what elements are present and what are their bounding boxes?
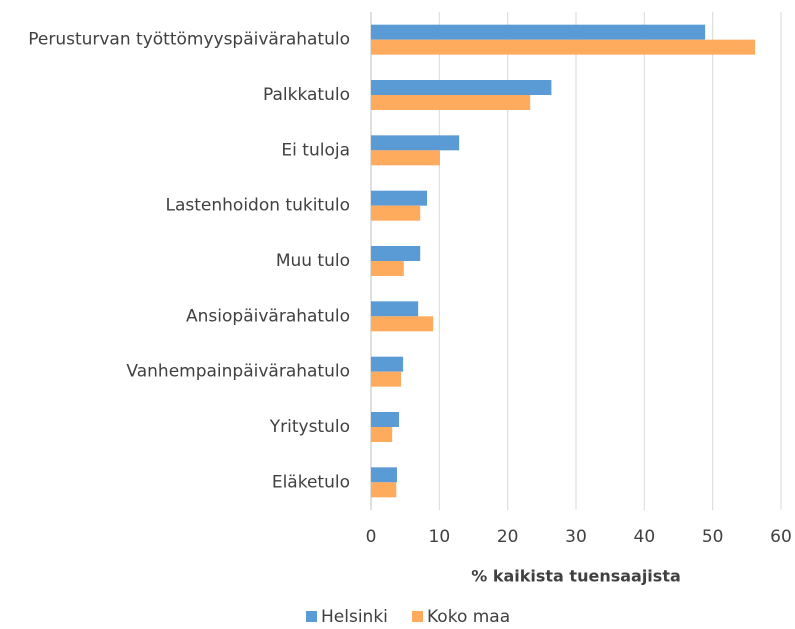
- bar: [371, 39, 756, 55]
- y-tick-label: Ei tuloja: [281, 140, 350, 160]
- legend-label: Helsinki: [321, 607, 388, 625]
- bar: [371, 80, 552, 95]
- legend-swatch: [306, 611, 317, 622]
- y-tick-label: Lastenhoidon tukitulo: [166, 196, 351, 216]
- bar: [371, 427, 393, 442]
- bar: [371, 95, 531, 110]
- bar: [371, 482, 397, 498]
- y-tick-label: Eläketulo: [272, 472, 350, 492]
- x-tick-label: 30: [565, 527, 587, 547]
- bar: [371, 24, 706, 40]
- bar: [371, 316, 434, 332]
- bar: [371, 261, 404, 276]
- y-tick-label: Palkkatulo: [263, 85, 350, 105]
- bar: [371, 135, 460, 151]
- legend-label: Koko maa: [427, 607, 510, 625]
- x-axis-label: % kaikista tuensaajista: [471, 567, 681, 586]
- x-tick-label: 50: [702, 527, 724, 547]
- x-tick-label: 0: [366, 527, 377, 547]
- y-tick-label: Muu tulo: [276, 251, 350, 271]
- bar: [371, 205, 421, 221]
- y-tick-label: Vanhempainpäivärahatulo: [126, 362, 350, 382]
- y-tick-label: Perusturvan työttömyyspäivärahatulo: [28, 30, 350, 50]
- bar: [371, 356, 404, 372]
- x-tick-label: 40: [634, 527, 656, 547]
- x-tick-label: 10: [429, 527, 451, 547]
- y-tick-label: Yritystulo: [269, 417, 350, 437]
- bar: [371, 246, 421, 261]
- x-tick-label: 20: [497, 527, 519, 547]
- bar: [371, 301, 419, 317]
- bar: [371, 371, 402, 387]
- x-tick-label: 60: [770, 527, 792, 547]
- bar: [371, 412, 400, 427]
- bar: [371, 467, 397, 483]
- bar: [371, 190, 428, 206]
- legend-swatch: [412, 611, 423, 622]
- y-tick-label: Ansiopäivärahatulo: [186, 306, 350, 326]
- bar: [371, 150, 441, 166]
